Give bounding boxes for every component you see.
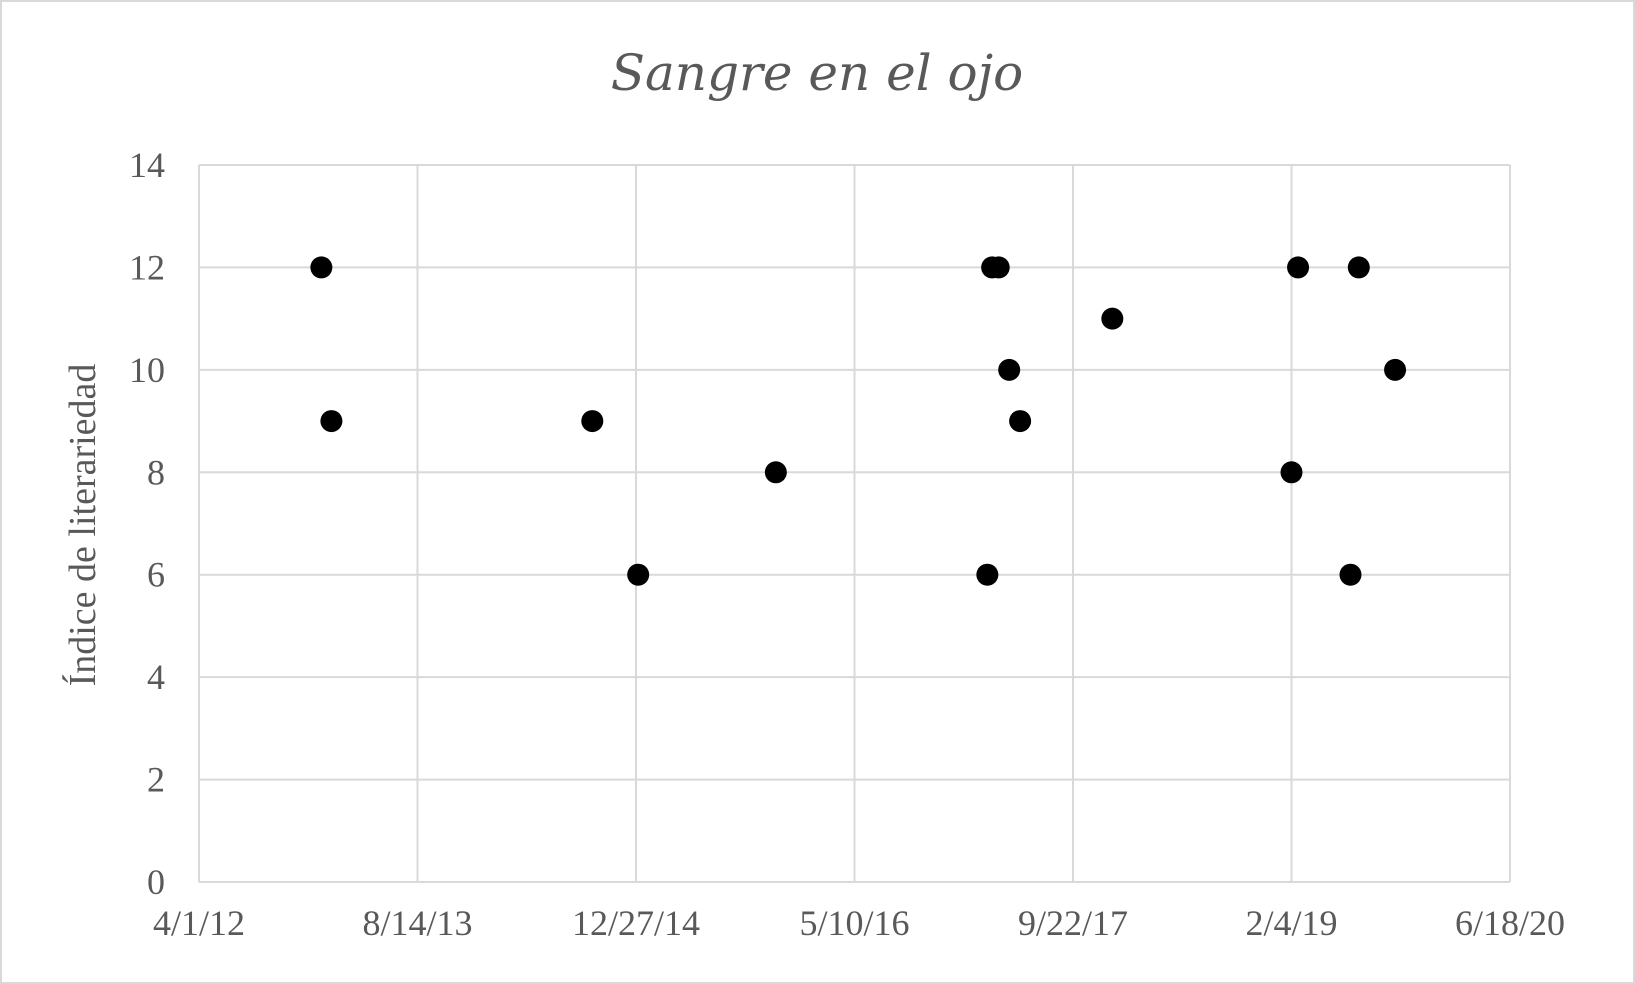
data-point <box>1384 358 1407 381</box>
data-point <box>581 410 604 433</box>
x-tick-label: 12/27/14 <box>572 903 700 943</box>
data-point <box>1347 256 1370 279</box>
y-axis-label: Índice de literariedad <box>62 364 104 687</box>
data-point <box>1009 410 1032 433</box>
chart-title: Sangre en el ojo <box>611 44 1024 102</box>
data-point <box>627 563 650 586</box>
data-point <box>320 410 343 433</box>
x-tick-label: 4/1/12 <box>153 903 245 943</box>
y-tick-label: 14 <box>129 145 165 185</box>
y-tick-label: 0 <box>147 862 165 902</box>
y-tick-labels: 0 2 4 6 8 10 12 14 <box>129 145 165 902</box>
data-point <box>1339 563 1362 586</box>
y-tick-label: 2 <box>147 760 165 800</box>
x-tick-labels: 4/1/12 8/14/13 12/27/14 5/10/16 9/22/17 2/4/1… <box>153 903 1565 943</box>
y-tick-label: 8 <box>147 452 165 492</box>
gridlines <box>198 164 1511 883</box>
x-tick-label: 2/4/19 <box>1245 903 1337 943</box>
data-point <box>310 256 333 279</box>
data-point <box>764 461 787 484</box>
x-tick-label: 9/22/17 <box>1018 903 1128 943</box>
x-tick-label: 5/10/16 <box>799 903 909 943</box>
x-tick-label: 8/14/13 <box>362 903 472 943</box>
y-tick-label: 4 <box>147 657 165 697</box>
x-tick-label: 6/18/20 <box>1455 903 1565 943</box>
data-point <box>1287 256 1310 279</box>
data-point <box>998 358 1021 381</box>
y-tick-label: 10 <box>129 350 165 390</box>
data-point <box>976 563 999 586</box>
y-tick-label: 12 <box>129 247 165 287</box>
data-point <box>1101 307 1124 330</box>
data-points <box>310 256 1407 586</box>
data-point <box>987 256 1010 279</box>
y-tick-label: 6 <box>147 555 165 595</box>
data-point <box>1280 461 1303 484</box>
